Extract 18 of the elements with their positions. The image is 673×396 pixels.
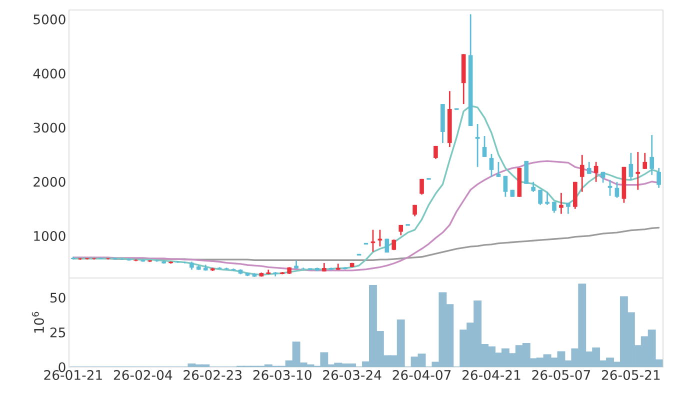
y-axis-title: 10$^{6}$ (32, 312, 44, 333)
y-tick-label: 25 (50, 327, 66, 338)
x-tick-label: 26-02-23 (184, 370, 242, 380)
x-tick-label: 26-02-04 (114, 370, 172, 380)
y-tick-label: 50 (50, 292, 66, 303)
y-tick-label: 2000 (34, 176, 66, 187)
y-tick-label: 5000 (34, 14, 66, 24)
y-tick-label: 4000 (33, 68, 66, 79)
x-tick-label: 26-05-21 (602, 370, 660, 380)
x-tick-label: 26-04-07 (392, 370, 451, 380)
x-tick-label: 26-04-21 (462, 370, 520, 380)
x-tick-label: 26-01-21 (44, 370, 102, 380)
x-tick-label: 26-05-07 (532, 370, 590, 380)
y-tick-label: 3000 (34, 122, 66, 133)
y-tick-label: 0 (58, 362, 66, 372)
x-tick-label: 26-03-10 (253, 370, 312, 380)
x-tick-label: 26-03-24 (323, 370, 382, 380)
y-tick-label: 1000 (34, 230, 66, 241)
